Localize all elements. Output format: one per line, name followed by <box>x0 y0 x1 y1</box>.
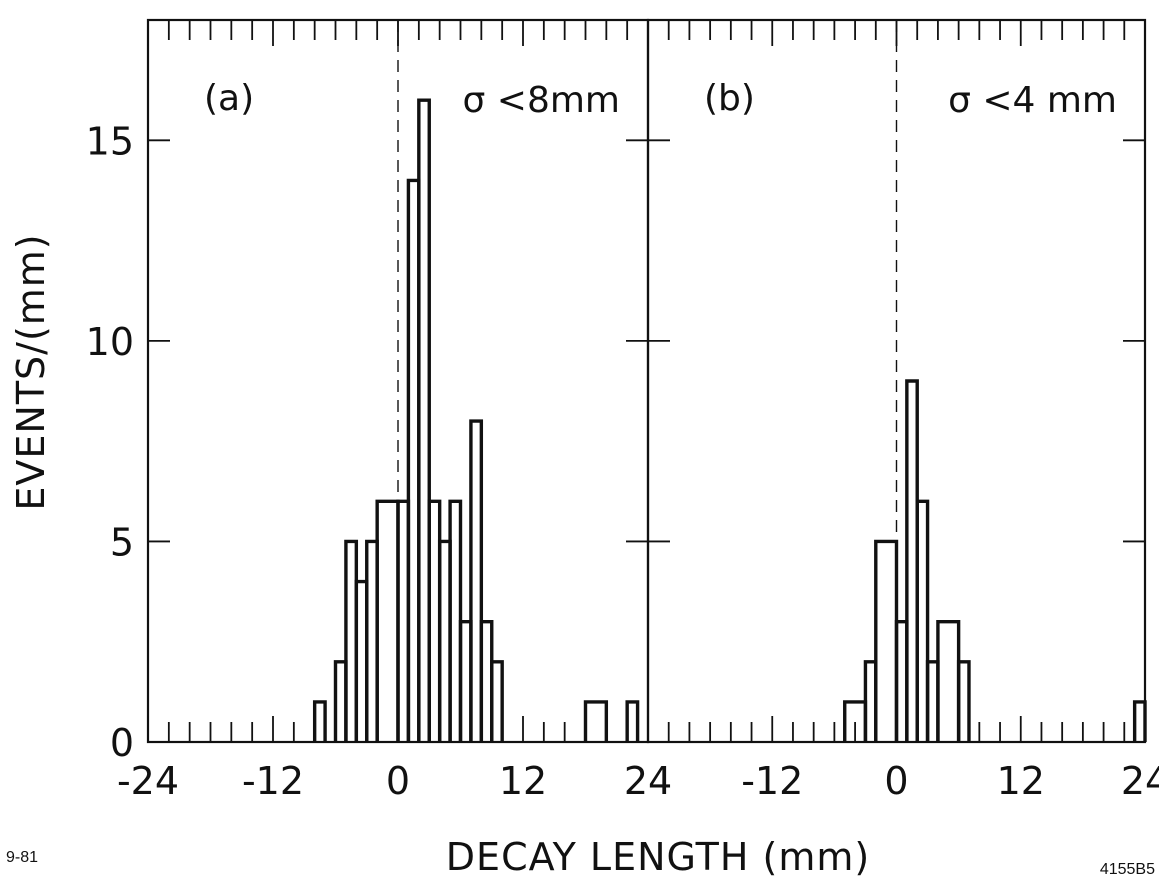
text-labels: -24 -12 0 12 24 (a) σ <8mm -12 0 12 24 (b) σ <4 mm 0 5… <box>86 78 1159 803</box>
x-tick-label: 12 <box>499 759 547 803</box>
figure-id-code: 4155B5 <box>1100 861 1155 878</box>
histogram-bin <box>874 539 899 742</box>
x-tick-label: -24 <box>117 759 179 803</box>
figure-date-code: 9-81 <box>6 849 38 866</box>
histogram-steps <box>312 98 1147 742</box>
y-tick-label: 10 <box>86 320 134 364</box>
cut-annotation: σ <4 mm <box>948 80 1117 121</box>
x-tick-label: 24 <box>624 759 672 803</box>
x-tick-label: 0 <box>884 759 908 803</box>
histogram-bin <box>417 98 431 742</box>
histogram-bin <box>583 700 609 742</box>
histogram-bin <box>936 619 961 742</box>
y-tick-label: 0 <box>110 721 134 765</box>
y-tick-label: 15 <box>86 119 134 163</box>
cut-annotation: σ <8mm <box>463 80 620 121</box>
histogram-bin <box>1132 700 1147 742</box>
y-axis-title: EVENTS/(mm) <box>9 233 53 510</box>
x-tick-label: 0 <box>386 759 410 803</box>
histogram-bin <box>915 499 930 742</box>
x-axis-title: DECAY LENGTH (mm) <box>446 835 870 879</box>
histogram-bin <box>490 660 504 742</box>
panel-label: (a) <box>204 78 254 119</box>
histogram-bin <box>312 700 327 742</box>
histogram-bin <box>469 419 484 742</box>
axis-ticks <box>147 20 1146 743</box>
x-tick-label: 12 <box>997 759 1045 803</box>
x-tick-label: 24 <box>1121 759 1159 803</box>
x-tick-label: -12 <box>242 759 304 803</box>
histogram-bin <box>956 660 971 742</box>
plot-frames <box>146 18 1147 744</box>
panel-label: (b) <box>704 78 755 119</box>
x-tick-label: -12 <box>741 759 803 803</box>
histogram-bin <box>375 499 400 742</box>
histogram-bin <box>625 700 640 742</box>
y-tick-label: 5 <box>110 520 134 564</box>
